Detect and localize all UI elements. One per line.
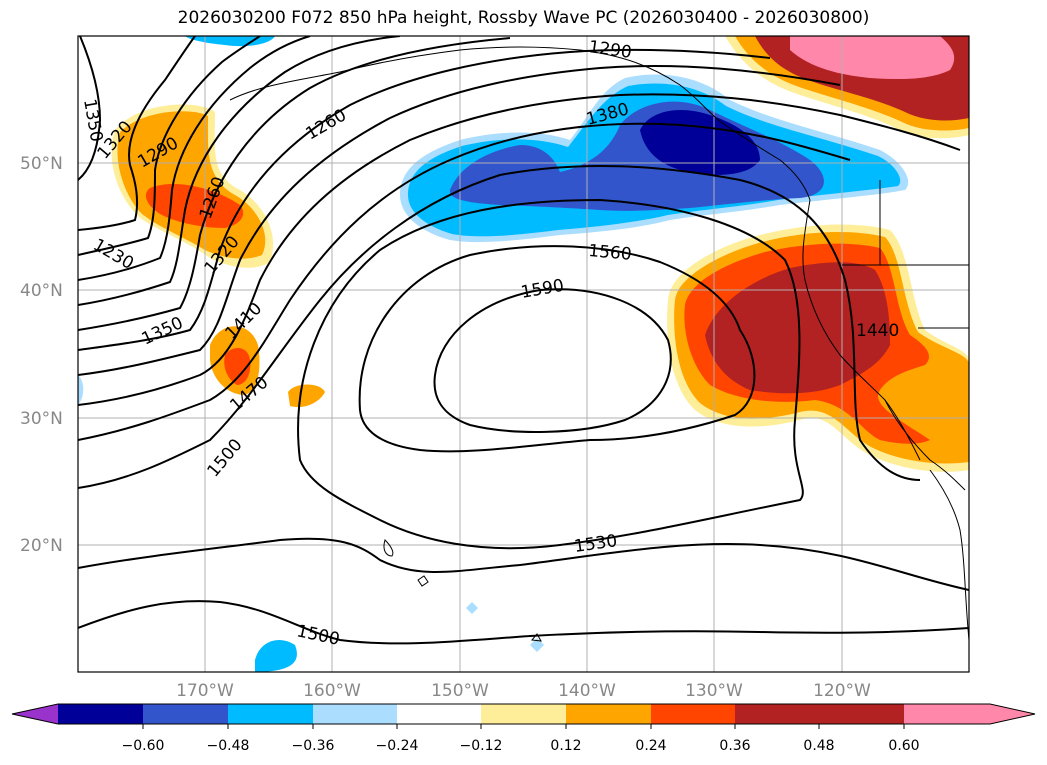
contour-1410 [78, 65, 841, 376]
colorbar-segment [735, 704, 819, 724]
lon-label: 140°W [558, 681, 616, 701]
anomaly-positive-east-dark [705, 262, 890, 394]
coastline-baja [884, 399, 966, 491]
contour-1470 [78, 122, 851, 441]
colorbar-extend-min [12, 704, 58, 724]
colorbar-tick-label: 0.24 [635, 738, 666, 754]
colorbar-segment [58, 704, 143, 724]
colorbar-segment [397, 704, 481, 724]
colorbar-tick-label: −0.12 [460, 738, 503, 754]
contour-1560 [358, 245, 756, 453]
colorbar-tick-label: 0.36 [719, 738, 750, 754]
anomaly-positive-ne-pink [790, 36, 955, 80]
coastline-mexico [929, 469, 969, 641]
coastline-canada-bc [724, 124, 811, 201]
island-1 [417, 575, 429, 587]
colorbar-tick-label: −0.48 [207, 738, 250, 754]
colorbar-tick-label: 0.60 [888, 738, 919, 754]
island-2 [531, 633, 542, 642]
contour-label: 1440 [856, 321, 899, 341]
anomaly-positive-tiny [288, 384, 325, 408]
colorbar-tick-label: 0.48 [803, 738, 834, 754]
contour-1530-south [78, 537, 969, 591]
anomaly-negative-top [185, 36, 275, 47]
coastlines [229, 46, 969, 642]
contour-1260 [78, 36, 261, 256]
contour-1350-left [78, 36, 102, 181]
anomaly-negative-core [640, 110, 760, 175]
anomaly-negative-sw [255, 640, 297, 672]
contour-1500-south [78, 600, 969, 645]
hawaii [383, 539, 394, 557]
contour-1590 [433, 288, 672, 433]
lon-label: 120°W [813, 681, 871, 701]
height-contours [78, 36, 969, 645]
colorbar-tick-label: −0.36 [292, 738, 335, 754]
lat-label: 30°N [20, 409, 63, 429]
lat-label: 50°N [20, 154, 63, 174]
colorbar-extend-max [904, 704, 1035, 724]
contour-label: 1560 [588, 241, 633, 265]
colorbar-segment [313, 704, 397, 724]
coastline-alaska [229, 46, 726, 126]
lon-label: 160°W [303, 681, 361, 701]
colorbar-tick-labels: −0.60 −0.48 −0.36 −0.24 −0.12 0.12 0.24 … [122, 738, 920, 754]
anomaly-negative-dot-1 [466, 602, 478, 614]
contour-1230 [78, 36, 196, 231]
latitude-labels: 50°N 40°N 30°N 20°N [20, 154, 63, 556]
colorbar-tick-label: 0.12 [550, 738, 581, 754]
contour-1440 [78, 93, 961, 406]
colorbar-tick-label: −0.60 [122, 738, 165, 754]
colorbar-segment [819, 704, 904, 724]
colorbar-segment [651, 704, 735, 724]
map-frame [77, 35, 970, 673]
colorbar-segment [481, 704, 566, 724]
anomaly-negative-left-edge [78, 375, 84, 405]
colorbar-ticks [142, 724, 905, 729]
lat-label: 40°N [20, 281, 63, 301]
anomaly-negative-dot-2 [530, 638, 544, 652]
map-title: 2026030200 F072 850 hPa height, Rossby W… [177, 8, 870, 28]
contour-1500-a [78, 164, 921, 489]
longitude-labels: 170°W 160°W 150°W 140°W 130°W 120°W [176, 681, 871, 701]
contour-1320 [78, 36, 401, 306]
colorbar-segment [143, 704, 228, 724]
colorbar-segment [228, 704, 313, 724]
coastline-us-west [802, 199, 921, 461]
contour-1530 [297, 198, 804, 550]
contour-1350 [78, 37, 511, 331]
gridlines [78, 36, 969, 672]
colorbar-tick-label: −0.24 [376, 738, 419, 754]
contour-1380 [78, 49, 771, 351]
anomaly-positive-small-core [224, 348, 251, 385]
colorbar-segment [566, 704, 651, 724]
colorbar: −0.60 −0.48 −0.36 −0.24 −0.12 0.12 0.24 … [11, 703, 1036, 754]
lon-label: 170°W [176, 681, 234, 701]
lat-label: 20°N [20, 536, 63, 556]
shaded-anomalies [78, 36, 969, 672]
contour-1290 [78, 36, 311, 281]
lon-label: 150°W [431, 681, 489, 701]
colorbar-outline [11, 703, 1036, 725]
lon-label: 130°W [685, 681, 743, 701]
